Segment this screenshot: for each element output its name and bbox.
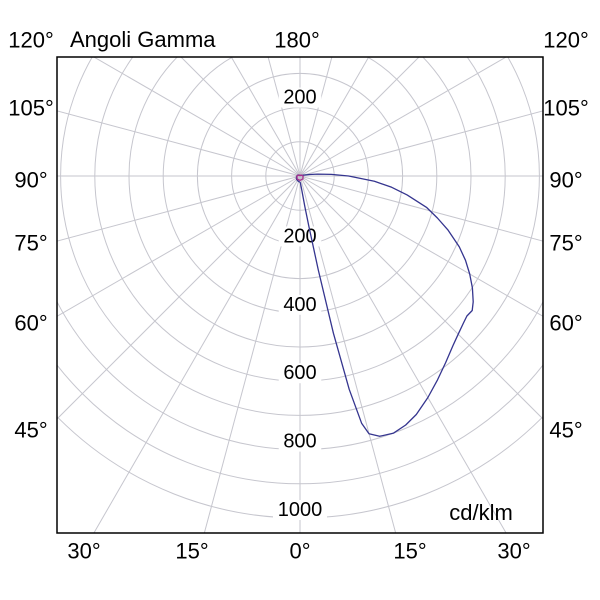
- intensity-curve-secondary: [296, 174, 304, 182]
- grid-spoke: [299, 175, 543, 242]
- radial-tick-label: 600: [283, 362, 316, 384]
- grid-spoke: [299, 57, 508, 177]
- tick-label-bg: [278, 294, 322, 315]
- grid-circle: [196, 72, 404, 280]
- radial-tick-label: 1000: [278, 499, 323, 521]
- grid-spoke: [93, 175, 301, 533]
- gamma-label-corner-left: 120°: [8, 28, 54, 53]
- gamma-label-left: 45°: [14, 418, 47, 443]
- chart-title: Angoli Gamma: [70, 27, 216, 52]
- tick-label-bg: [273, 500, 327, 520]
- grid-spoke: [299, 57, 333, 177]
- gamma-label-bottom: 30°: [497, 539, 530, 564]
- grid-circle: [265, 141, 335, 211]
- grid-spoke: [299, 110, 543, 177]
- radial-tick-label: 200: [283, 225, 316, 247]
- plot-frame: [56, 56, 544, 534]
- gamma-label-bottom: 15°: [393, 539, 426, 564]
- tick-label-bg: [278, 363, 322, 384]
- radial-tick-labels: 200 400 600 800 1000 200: [273, 87, 327, 521]
- unit-label: cd/klm: [449, 500, 513, 525]
- grid-spoke: [299, 175, 543, 317]
- tick-label-bg: [278, 431, 322, 452]
- grid-spoke: [230, 57, 301, 177]
- gamma-label-bottom: 30°: [67, 539, 100, 564]
- grid-spoke: [299, 175, 507, 533]
- grid-spoke: [299, 175, 543, 420]
- gamma-label-right: 105°: [543, 96, 589, 121]
- radial-tick-label: 400: [283, 294, 316, 316]
- grid-spoke: [180, 57, 301, 177]
- grid-spoke: [57, 175, 301, 242]
- grid-spoke: [57, 175, 301, 420]
- curves: [295, 173, 474, 437]
- gamma-label-corner-right: 120°: [543, 28, 589, 53]
- gamma-label-right: 45°: [549, 418, 582, 443]
- grid-spoke: [57, 175, 301, 317]
- angular-labels: 120° 120° 180° 105° 90° 75° 60° 45° 105° 90° 75° 60…: [8, 28, 589, 564]
- grid-spoke: [299, 57, 370, 177]
- grid-circle: [128, 57, 472, 348]
- grid-spoke: [299, 57, 420, 177]
- gamma-label-bottom: 0°: [289, 539, 310, 564]
- tick-label-bg: [278, 87, 322, 108]
- tick-label-bg: [278, 226, 322, 247]
- intensity-curve-main: [295, 173, 474, 437]
- gamma-label-right: 75°: [549, 231, 582, 256]
- grid-circle: [57, 364, 543, 485]
- grid-spoke: [299, 175, 397, 533]
- grid-circle: [60, 57, 540, 416]
- gamma-label-left: 105°: [8, 96, 54, 121]
- gamma-label-right: 60°: [549, 311, 582, 336]
- gamma-label-top: 180°: [274, 28, 320, 53]
- gamma-label-left: 75°: [14, 231, 47, 256]
- gamma-label-right: 90°: [549, 168, 582, 193]
- gamma-label-left: 90°: [14, 168, 47, 193]
- grid-spoke: [92, 57, 301, 177]
- radial-tick-label: 800: [283, 431, 316, 453]
- grid-spoke: [57, 110, 301, 177]
- grid-spoke: [203, 175, 301, 533]
- grid-spoke: [267, 57, 301, 177]
- gamma-label-bottom: 15°: [175, 539, 208, 564]
- gamma-label-left: 60°: [14, 311, 47, 336]
- radial-tick-label-top: 200: [283, 87, 316, 109]
